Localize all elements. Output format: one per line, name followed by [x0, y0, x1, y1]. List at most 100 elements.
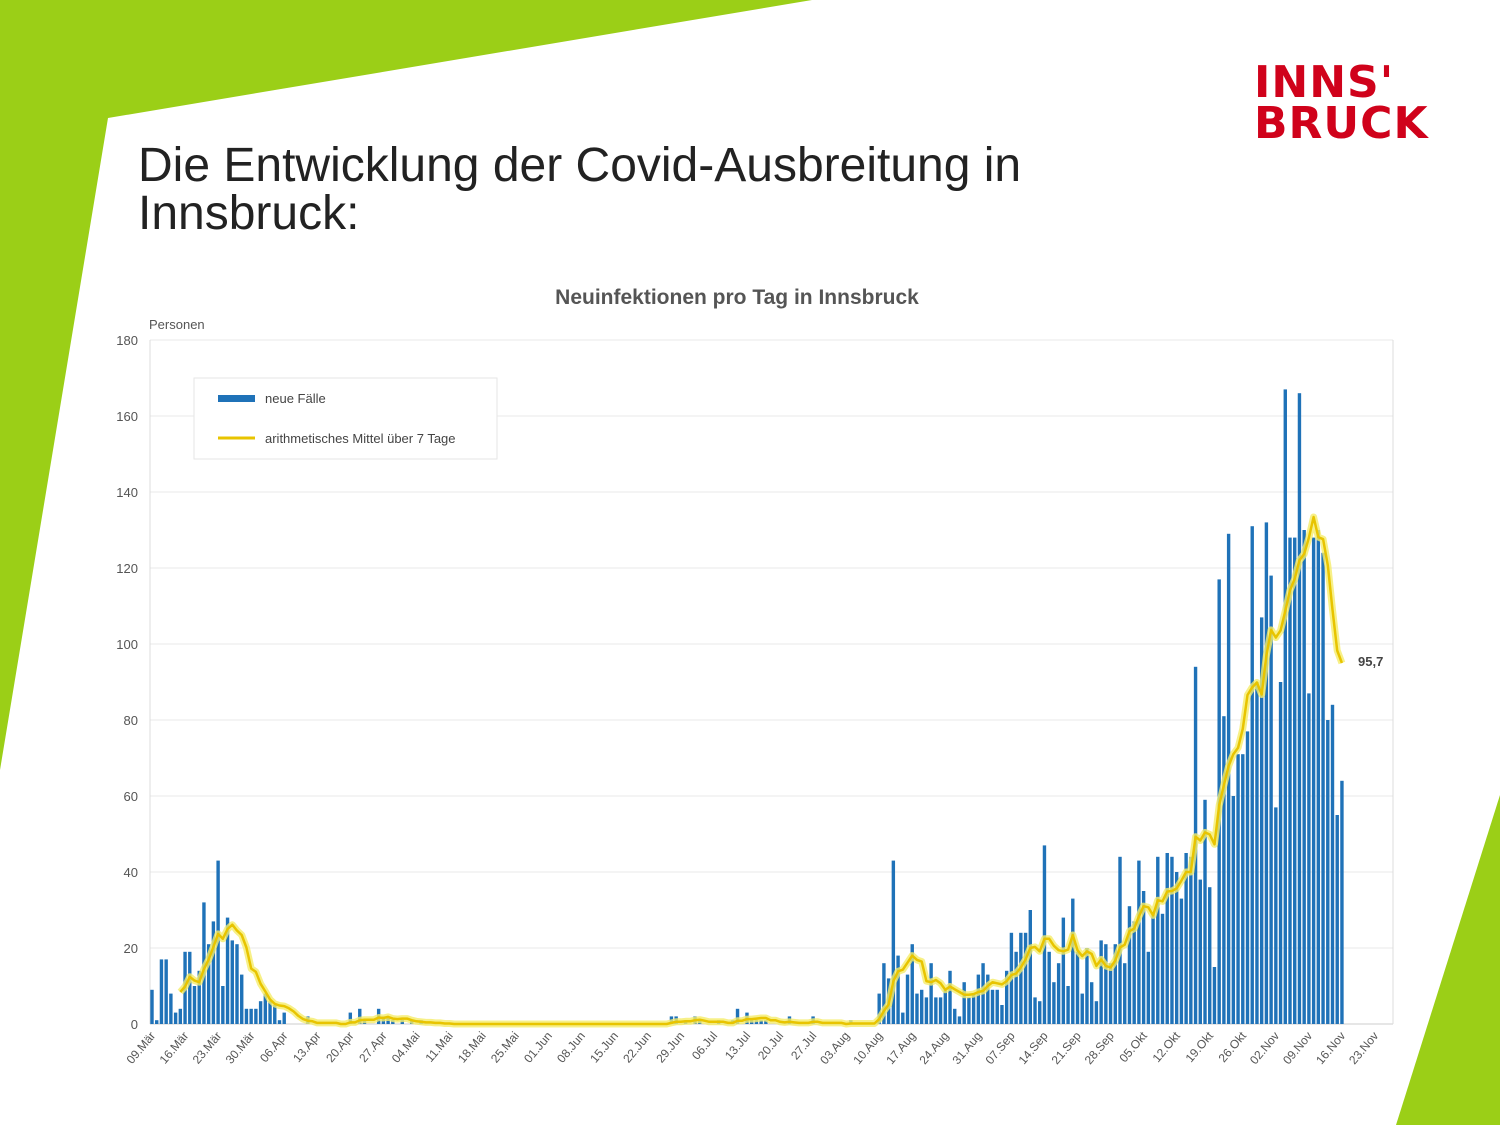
- bar: [1283, 389, 1287, 1024]
- bar: [929, 963, 933, 1024]
- bar: [1241, 754, 1245, 1024]
- x-tick-label: 09.Mär: [124, 1029, 159, 1067]
- bar: [235, 944, 239, 1024]
- bar: [1141, 891, 1146, 1024]
- x-tick-label: 15.Jun: [587, 1029, 621, 1066]
- x-tick-label: 16.Nov: [1313, 1029, 1348, 1067]
- x-tick-label: 31.Aug: [949, 1029, 984, 1067]
- legend-label-line: arithmetisches Mittel über 7 Tage: [265, 431, 456, 446]
- bar: [1316, 530, 1321, 1024]
- bar: [882, 963, 886, 1024]
- x-tick-label: 12.Okt: [1150, 1028, 1184, 1065]
- x-tick-label: 14.Sep: [1016, 1029, 1051, 1067]
- bar: [1127, 906, 1132, 1024]
- x-tick-label: 11.Mai: [422, 1029, 455, 1065]
- x-tick-label: 07.Sep: [983, 1029, 1018, 1067]
- bar: [169, 993, 173, 1024]
- bar: [948, 970, 952, 1024]
- bar: [924, 997, 929, 1024]
- bar: [764, 1020, 768, 1024]
- title-line-2: Innsbruck:: [138, 187, 360, 240]
- bar: [986, 974, 990, 1024]
- y-tick-label: 60: [124, 789, 138, 804]
- x-tick-label: 10.Aug: [850, 1029, 885, 1067]
- bar: [735, 1008, 740, 1024]
- bar: [268, 1001, 272, 1024]
- bar: [915, 993, 919, 1024]
- bar: [1094, 1001, 1099, 1024]
- bar: [1321, 552, 1325, 1024]
- x-tick-label: 28.Sep: [1082, 1029, 1117, 1067]
- x-tick-label: 16.Mär: [157, 1029, 192, 1067]
- bar: [150, 989, 154, 1024]
- x-tick-label: 26.Okt: [1216, 1028, 1250, 1065]
- y-tick-label: 160: [116, 409, 138, 424]
- bar: [1160, 913, 1165, 1024]
- slide-title: Die Entwicklung der Covid-Ausbreitung in…: [138, 142, 1138, 238]
- bar: [1278, 682, 1283, 1024]
- bar: [953, 1008, 957, 1024]
- bar: [1047, 951, 1051, 1024]
- bar: [1019, 932, 1023, 1024]
- x-tick-label: 20.Apr: [323, 1029, 356, 1065]
- x-tick-label: 27.Apr: [356, 1029, 389, 1065]
- x-tick-label: 17.Aug: [883, 1029, 918, 1067]
- bar: [905, 974, 910, 1024]
- bar: [1293, 537, 1297, 1024]
- bar: [910, 944, 914, 1024]
- x-tick-label: 18.Mai: [455, 1029, 489, 1066]
- bar: [221, 986, 225, 1024]
- bar: [1052, 982, 1056, 1024]
- bar: [1023, 932, 1028, 1024]
- bar: [1071, 898, 1075, 1024]
- bar: [1089, 982, 1094, 1024]
- bar: [258, 1001, 263, 1024]
- bar: [254, 1008, 258, 1024]
- bar: [1123, 963, 1127, 1024]
- bar: [1113, 944, 1117, 1024]
- bar: [1000, 1005, 1004, 1024]
- y-tick-label: 140: [116, 485, 138, 500]
- title-line-1: Die Entwicklung der Covid-Ausbreitung in: [138, 139, 1022, 192]
- bar: [1340, 780, 1344, 1024]
- bar: [995, 989, 999, 1024]
- bar: [759, 1020, 763, 1024]
- bar: [1118, 856, 1122, 1024]
- bar: [1151, 913, 1155, 1024]
- average-line: [179, 515, 1344, 1026]
- bar: [240, 974, 244, 1024]
- bar: [1264, 522, 1269, 1024]
- bar: [1033, 997, 1037, 1024]
- bar: [1259, 617, 1264, 1024]
- x-tick-label: 25.Mai: [488, 1029, 522, 1066]
- logo-line-1: INNS': [1254, 57, 1395, 108]
- green-shape-top-left: [0, 0, 812, 770]
- x-tick-label: 29.Jun: [653, 1029, 687, 1066]
- bar: [891, 860, 896, 1024]
- bar: [1250, 526, 1254, 1024]
- x-tick-label: 24.Aug: [916, 1029, 951, 1067]
- y-tick-label: 40: [124, 865, 138, 880]
- bar: [1165, 853, 1169, 1024]
- bar: [1288, 537, 1292, 1024]
- bar: [1189, 856, 1193, 1024]
- bar: [1297, 393, 1302, 1024]
- bar: [192, 986, 197, 1024]
- bar: [188, 951, 192, 1024]
- bar: [1231, 796, 1236, 1024]
- x-tick-label: 03.Aug: [817, 1029, 852, 1067]
- bar: [230, 940, 234, 1024]
- y-tick-label: 20: [124, 941, 138, 956]
- bar: [971, 993, 976, 1024]
- bar: [1179, 898, 1184, 1024]
- green-shape-bottom-right: [1396, 795, 1500, 1125]
- x-tick-label: 21.Sep: [1049, 1029, 1084, 1067]
- y-tick-label: 0: [131, 1017, 138, 1032]
- bar: [173, 1012, 178, 1024]
- bar: [1236, 754, 1240, 1024]
- bar: [1099, 940, 1103, 1024]
- bar: [1274, 807, 1278, 1024]
- x-tick-label: 06.Apr: [257, 1029, 290, 1065]
